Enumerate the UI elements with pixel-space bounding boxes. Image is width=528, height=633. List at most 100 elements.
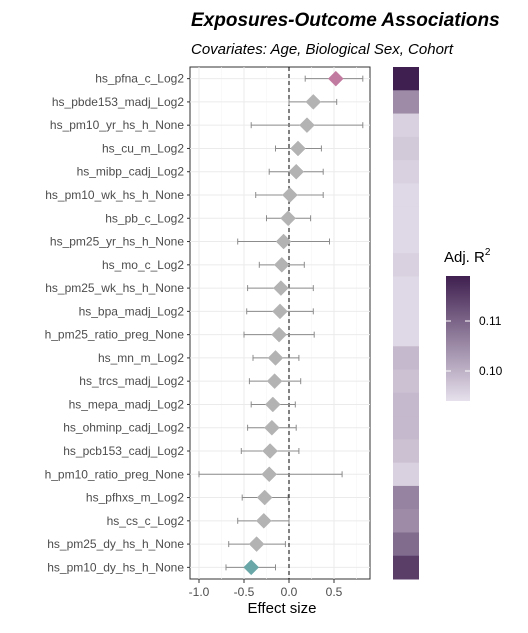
x-tick-label: -1.0	[189, 585, 210, 599]
r2-heat-cell	[393, 229, 419, 254]
forest-row	[246, 303, 314, 320]
y-tick-label: hs_trcs_madj_Log2	[79, 374, 184, 388]
estimate-diamond	[275, 233, 292, 250]
legend-title-superscript: 2	[485, 247, 491, 258]
estimate-diamond	[273, 280, 289, 296]
y-tick-label: hs_bpa_madj_Log2	[79, 304, 185, 318]
y-tick-label: h_pm25_ratio_preg_None	[45, 328, 185, 342]
x-axis: -1.0 -0.5 0.0 0.5	[189, 579, 343, 599]
y-tick-label: hs_pfhxs_m_Log2	[86, 491, 184, 505]
r2-heat-cell	[393, 346, 419, 371]
r2-heat-column	[393, 67, 419, 580]
r2-heat-cell	[393, 369, 419, 394]
r2-heat-cell	[393, 136, 419, 161]
r2-heat-cell	[393, 299, 419, 324]
r2-heat-cell	[393, 206, 419, 231]
estimate-diamond	[267, 350, 284, 366]
estimate-diamond	[264, 419, 280, 436]
forest-row	[255, 187, 324, 203]
estimate-diamond	[271, 326, 287, 343]
estimate-diamond	[272, 303, 288, 320]
forest-row	[198, 466, 343, 483]
legend-tick-label: 0.11	[479, 314, 502, 328]
forest-row	[237, 233, 330, 250]
forest-row	[247, 419, 297, 436]
forest-row	[275, 140, 322, 157]
legend-title-main: Adj. R	[444, 249, 485, 266]
forest-row	[228, 536, 286, 552]
estimate-diamond	[327, 70, 344, 87]
legend-tick-label: 0.10	[479, 364, 503, 378]
r2-heat-cell	[393, 253, 419, 277]
r2-heat-cell	[393, 392, 419, 417]
forest-row	[225, 559, 276, 576]
estimate-diamond	[299, 117, 315, 134]
r2-heat-cell	[393, 67, 419, 91]
legend-colorbar	[446, 276, 470, 401]
forest-row	[258, 256, 305, 273]
forest-row	[250, 396, 296, 413]
estimate-diamond	[255, 512, 272, 529]
y-tick-label: hs_mibp_cadj_Log2	[77, 165, 185, 179]
r2-heat-cell	[393, 276, 419, 301]
r2-heat-cell	[393, 416, 419, 440]
y-tick-label: hs_cu_m_Log2	[102, 141, 184, 155]
r2-heat-cell	[393, 113, 419, 138]
y-tick-label: hs_pb_c_Log2	[105, 211, 184, 225]
estimate-diamond	[305, 94, 322, 110]
forest-row	[250, 117, 364, 134]
chart-title: Exposures-Outcome Associations	[191, 10, 500, 31]
legend-ticks: 0.10 0.11	[446, 314, 503, 378]
x-axis-title: Effect size	[248, 600, 317, 617]
r2-heat-cell	[393, 485, 419, 510]
y-tick-label: hs_pbde153_madj_Log2	[52, 95, 184, 109]
forest-row	[241, 489, 289, 506]
y-tick-label: hs_pcb153_cadj_Log2	[63, 444, 184, 458]
r2-heat-cell	[393, 532, 419, 557]
forest-row	[288, 94, 338, 110]
y-tick-label: hs_mepa_madj_Log2	[69, 397, 185, 411]
legend-title: Adj. R2	[444, 247, 491, 266]
y-tick-label: hs_cs_c_Log2	[107, 514, 185, 528]
chart-subtitle: Covariates: Age, Biological Sex, Cohort	[191, 41, 454, 58]
y-tick-label: hs_pm25_wk_hs_h_None	[45, 281, 184, 295]
x-tick-label: 0.5	[326, 585, 343, 599]
y-tick-label: hs_pm25_yr_hs_h_None	[50, 235, 184, 249]
r2-heat-cell	[393, 509, 419, 533]
estimate-diamond	[266, 373, 283, 390]
plot-panel	[189, 66, 371, 580]
color-legend: Adj. R2 0.10 0.11	[444, 247, 503, 401]
forest-marks	[198, 70, 364, 576]
estimate-diamond	[282, 187, 298, 203]
estimate-diamond	[264, 396, 281, 413]
forest-row	[243, 326, 315, 343]
y-tick-label: hs_mo_c_Log2	[102, 258, 184, 272]
estimate-diamond	[280, 210, 296, 227]
forest-row	[247, 280, 314, 296]
estimate-diamond	[261, 466, 278, 483]
r2-heat-cell	[393, 555, 419, 580]
forest-row	[237, 512, 290, 529]
y-tick-label: hs_pm10_dy_hs_h_None	[47, 560, 184, 574]
r2-heat-cell	[393, 90, 419, 115]
y-tick-label: hs_pm25_dy_hs_h_None	[47, 537, 184, 551]
forest-row	[252, 350, 300, 366]
forest-row	[304, 70, 364, 87]
y-tick-label: hs_pm10_wk_hs_h_None	[45, 188, 184, 202]
forest-row	[268, 163, 324, 180]
r2-heat-cell	[393, 183, 419, 208]
x-tick-label: -0.5	[234, 585, 255, 599]
y-tick-label: hs_pm10_yr_hs_h_None	[50, 118, 184, 132]
estimate-diamond	[262, 443, 278, 459]
estimate-diamond	[288, 163, 305, 180]
y-axis-labels: hs_pfna_c_Log2 hs_pbde153_madj_Log2 hs_pm1…	[45, 72, 190, 574]
r2-heat-cell	[393, 160, 419, 184]
estimate-diamond	[256, 489, 273, 506]
forest-row	[266, 210, 312, 227]
estimate-diamond	[290, 140, 306, 157]
estimate-diamond	[248, 536, 265, 552]
r2-heat-cell	[393, 323, 419, 347]
y-tick-label: hs_mn_m_Log2	[98, 351, 184, 365]
r2-heat-cell	[393, 462, 419, 487]
